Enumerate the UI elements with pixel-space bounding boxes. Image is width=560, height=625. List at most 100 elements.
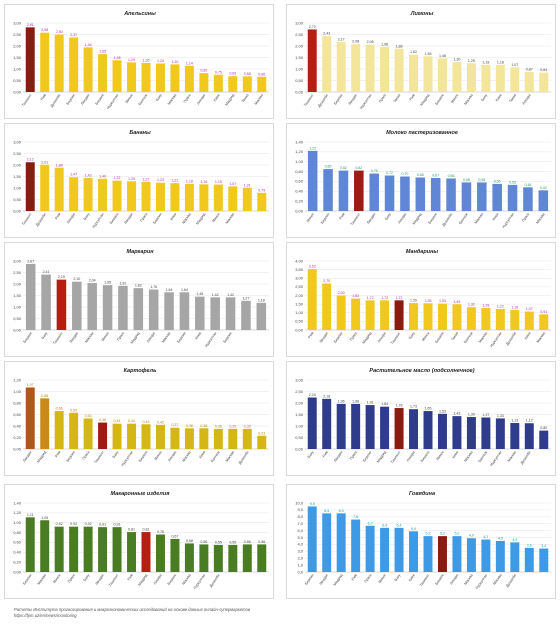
data-label: 0,58 — [478, 178, 485, 182]
data-label: 1,39 — [468, 413, 475, 417]
bar — [228, 76, 238, 92]
bar — [365, 525, 375, 572]
data-label: 8,5 — [324, 509, 329, 513]
category-label: Мадрид — [376, 450, 387, 464]
category-label: Ташкент — [21, 93, 33, 107]
y-tick-label: 1,50 — [295, 55, 304, 60]
category-label: Анкара — [66, 212, 76, 224]
category-label: Москва — [474, 212, 484, 224]
category-label: Баку — [83, 212, 91, 221]
bar — [112, 423, 122, 449]
category-label: Нурсултан — [502, 212, 515, 229]
category-label: Лондон — [333, 450, 343, 462]
data-label: 1,15 — [215, 180, 222, 184]
category-label: Киев — [524, 331, 532, 340]
category-label: Мадрид — [412, 212, 423, 226]
category-label: Мадрид — [36, 450, 47, 464]
category-label: Ташкент — [108, 573, 120, 587]
data-label: 0,82 — [340, 166, 347, 170]
category-label: Бангкок — [138, 93, 149, 106]
data-label: 2,87 — [27, 259, 34, 263]
category-label: Мадрид — [130, 331, 141, 345]
bar — [365, 300, 375, 330]
y-tick-label: 0,00 — [295, 327, 304, 332]
y-tick-label: 0,00 — [13, 208, 22, 213]
y-tick-label: 2,00 — [13, 43, 22, 48]
data-label: 1,72 — [381, 296, 388, 300]
bar — [170, 427, 180, 449]
category-label: Берлин — [66, 93, 76, 105]
data-label: 1,65 — [99, 50, 106, 54]
y-tick-label: 2,50 — [295, 284, 304, 289]
category-label: Баку — [394, 573, 402, 582]
data-label: 0,55 — [494, 179, 501, 183]
bar — [477, 182, 487, 211]
bar — [380, 46, 390, 92]
data-label: 1,43 — [85, 174, 92, 178]
category-label: Прага — [139, 212, 148, 222]
bar — [369, 173, 379, 211]
bar — [210, 297, 220, 330]
category-label: Берлин — [176, 331, 186, 343]
bar — [423, 411, 433, 449]
bar — [54, 411, 64, 449]
bar — [409, 54, 419, 92]
data-label: 1,84 — [381, 402, 388, 406]
bar — [322, 36, 332, 92]
bar — [213, 544, 223, 572]
data-label: 8,5 — [339, 509, 344, 513]
data-label: 1,27 — [242, 296, 249, 300]
category-label: Баку — [41, 331, 49, 340]
data-label: 0,56 — [244, 540, 251, 544]
category-label: Москва — [225, 212, 235, 224]
bar — [184, 428, 194, 449]
data-label: 2,50 — [56, 30, 63, 34]
data-label: 2,58 — [41, 28, 48, 32]
data-label: 2,43 — [323, 32, 330, 36]
y-tick-label: 1,50 — [13, 293, 22, 298]
category-label: Рим — [322, 450, 330, 458]
data-label: 1,26 — [143, 59, 150, 63]
y-tick-label: 0,0 — [297, 569, 303, 574]
data-label: 1,53 — [439, 409, 446, 413]
category-label: Нурсултан — [204, 331, 217, 348]
bar — [25, 162, 35, 211]
bar — [524, 423, 534, 449]
bar — [25, 263, 36, 330]
data-label: 1,07 — [526, 307, 533, 311]
bar — [466, 63, 476, 92]
y-tick-label: 3,50 — [295, 267, 304, 272]
y-tick-label: 0,60 — [13, 412, 22, 417]
y-tick-label: 0,80 — [13, 530, 22, 535]
bar — [242, 187, 252, 211]
data-label: 4,7 — [483, 535, 488, 539]
bar — [199, 73, 209, 92]
data-label: 1,30 — [453, 58, 460, 62]
y-tick-label: 1,00 — [13, 66, 22, 71]
y-tick-label: 3,00 — [295, 377, 304, 382]
data-label: 1,64 — [181, 288, 188, 292]
bar — [481, 539, 491, 572]
chart-svg: Мандарины 0,00 0,50 1,00 1,50 2,00 2,50 3,00 3,5… — [295, 249, 551, 348]
bar — [184, 65, 194, 92]
chart-title: Макаронные изделия — [111, 491, 171, 497]
bar — [481, 417, 491, 449]
source-note-link[interactable]: https://fpm.uz/en/news/monitoring — [14, 612, 77, 618]
category-label: Минск — [306, 212, 315, 223]
category-label: Нурсултан — [106, 93, 119, 110]
y-tick-label: 0,00 — [13, 327, 22, 332]
y-tick-label: 0,00 — [13, 446, 22, 451]
data-label: 9,5 — [310, 502, 315, 506]
data-label: 3,4 — [541, 544, 546, 548]
bar — [539, 548, 549, 572]
bar — [83, 47, 93, 92]
category-label: Рим — [54, 450, 62, 458]
bar — [56, 279, 67, 330]
y-tick-label: 2,50 — [13, 270, 22, 275]
data-label: 2,08 — [352, 40, 359, 44]
data-label: 2,70 — [323, 279, 330, 283]
bar — [409, 531, 419, 572]
category-label: Рим — [339, 212, 347, 220]
category-label: Берлин — [333, 93, 343, 105]
data-label: 1,73 — [410, 405, 417, 409]
